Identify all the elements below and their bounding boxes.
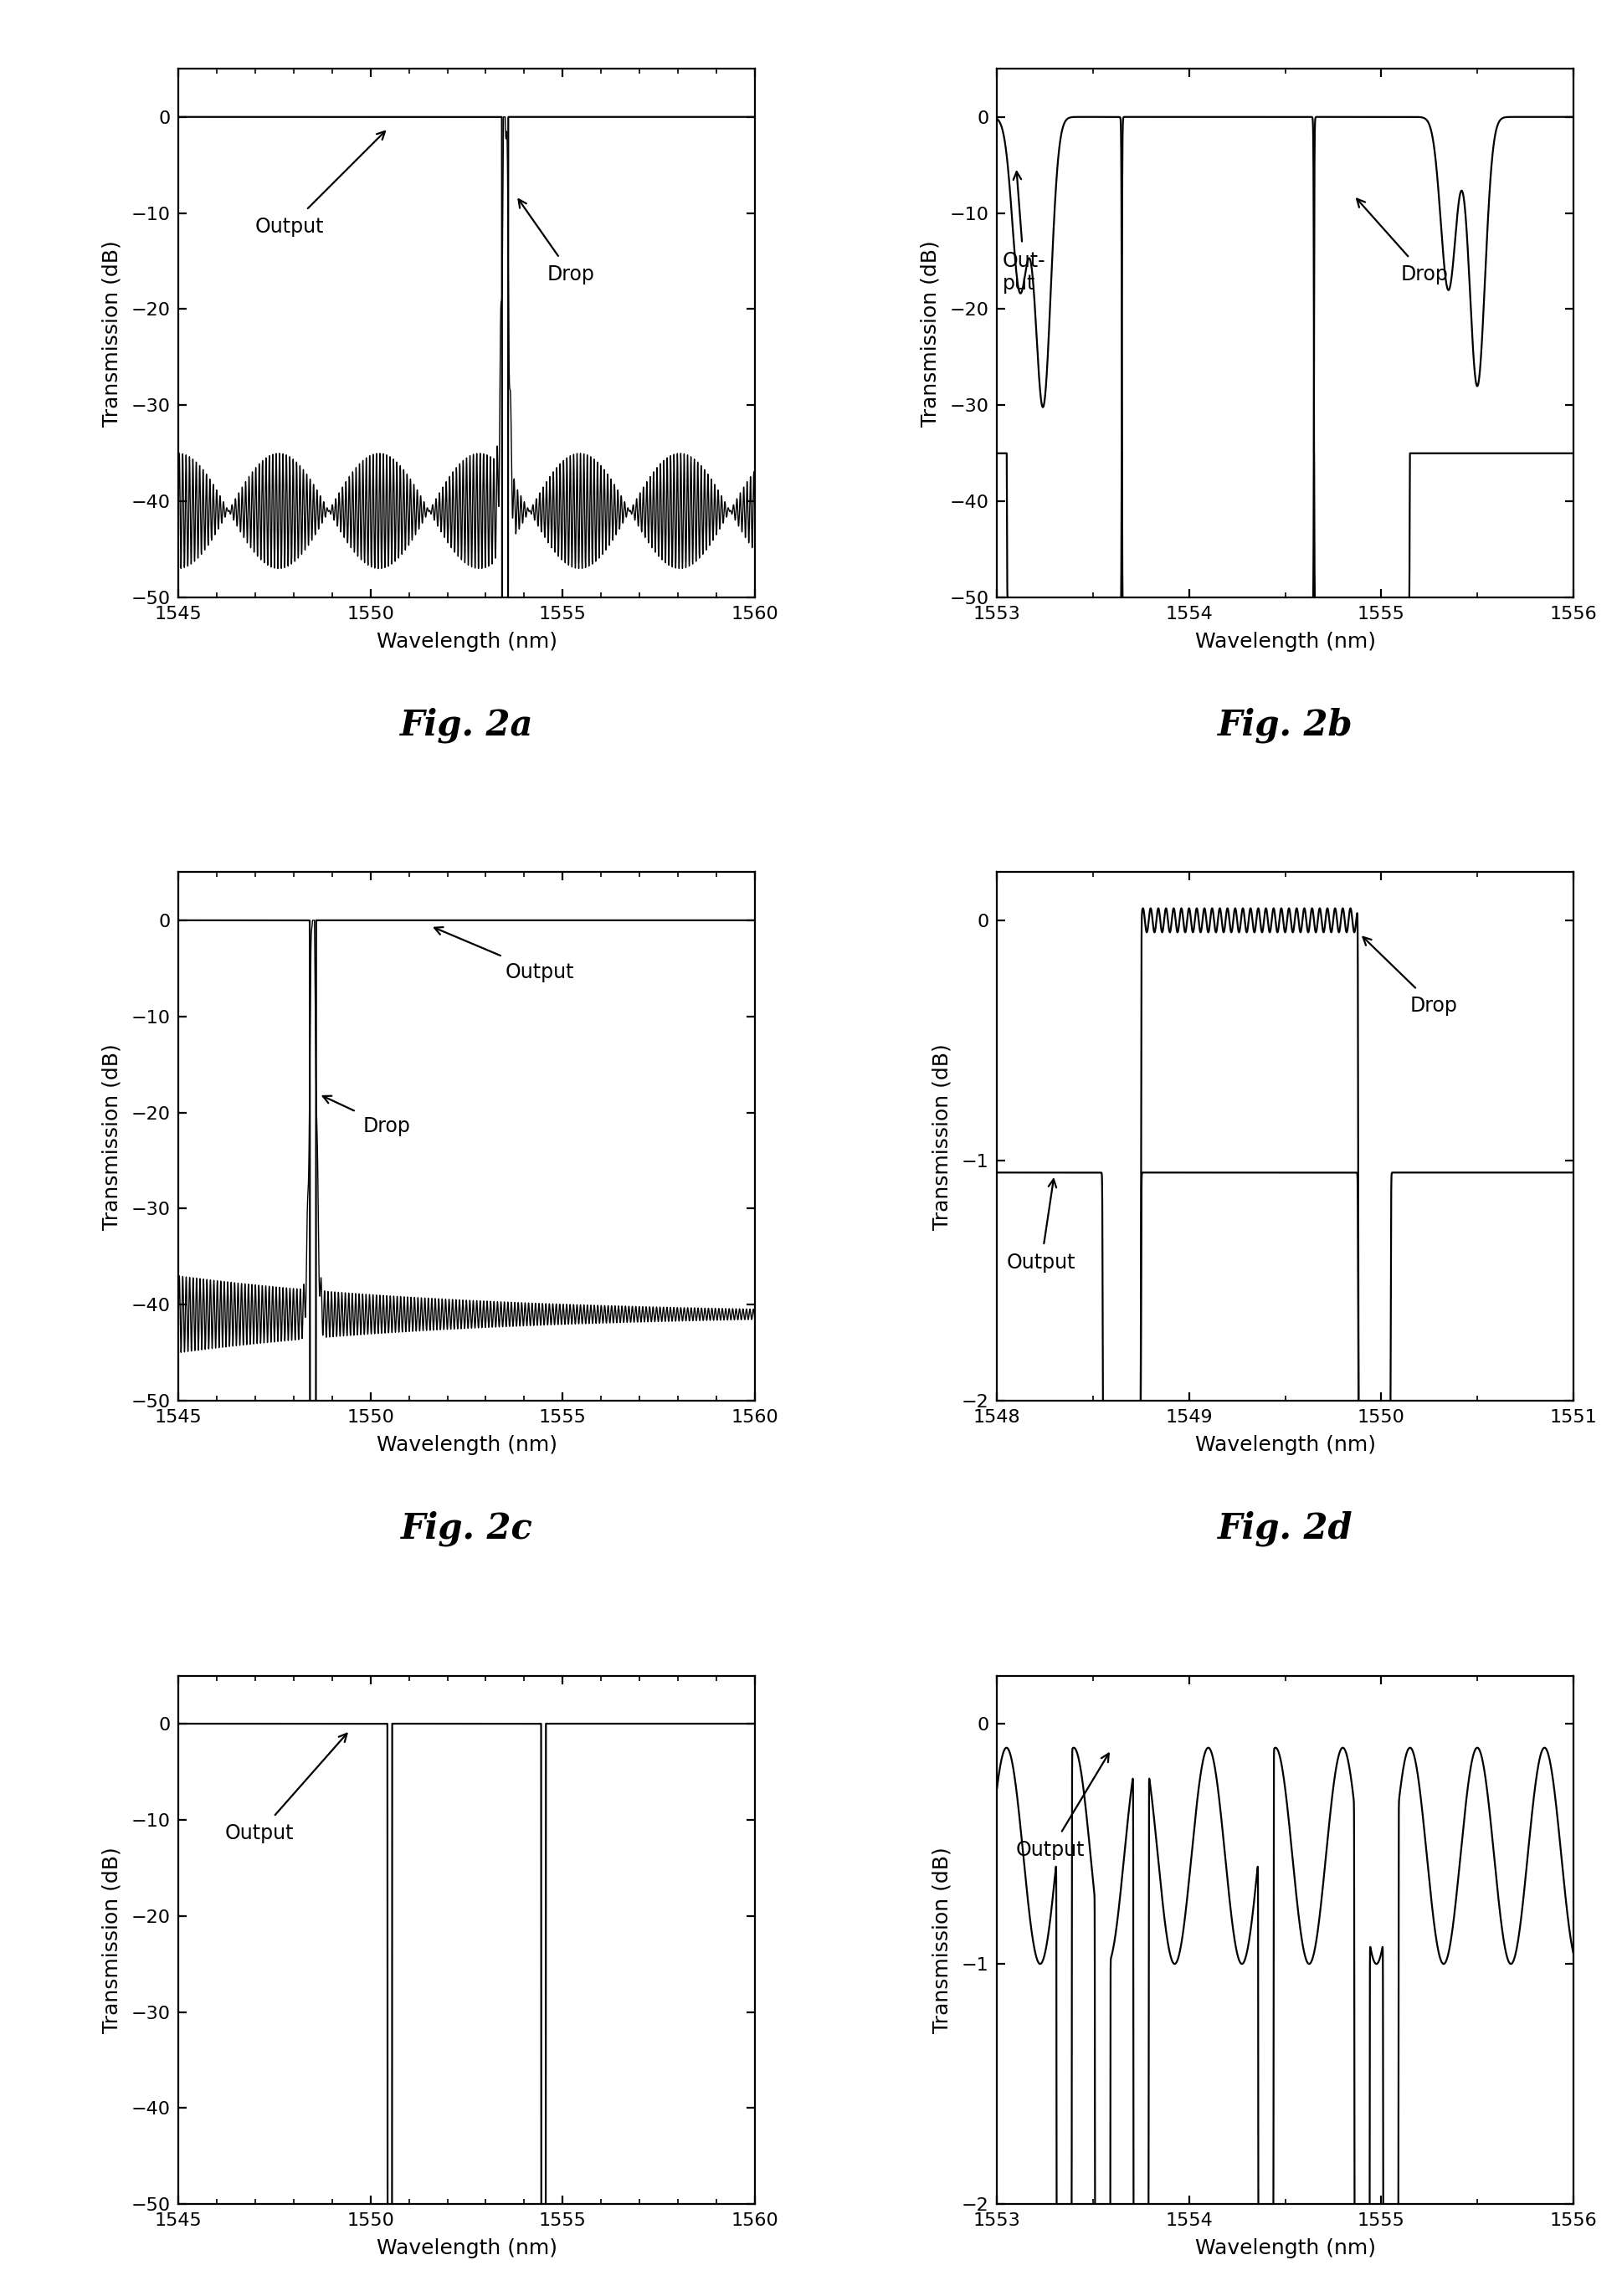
Y-axis label: Transmission (dB): Transmission (dB) xyxy=(102,241,122,427)
X-axis label: Wavelength (nm): Wavelength (nm) xyxy=(376,1435,556,1456)
Y-axis label: Transmission (dB): Transmission (dB) xyxy=(920,241,941,427)
Y-axis label: Transmission (dB): Transmission (dB) xyxy=(102,1846,122,2032)
X-axis label: Wavelength (nm): Wavelength (nm) xyxy=(1195,2239,1375,2259)
Text: Fig. 2a: Fig. 2a xyxy=(401,707,534,744)
Text: Output: Output xyxy=(1007,1180,1075,1272)
Text: Output: Output xyxy=(224,1733,347,1844)
Text: Drop: Drop xyxy=(519,200,595,285)
X-axis label: Wavelength (nm): Wavelength (nm) xyxy=(376,2239,556,2259)
Text: Output: Output xyxy=(435,928,574,983)
Text: Drop: Drop xyxy=(1362,937,1458,1015)
Text: Output: Output xyxy=(255,131,384,236)
X-axis label: Wavelength (nm): Wavelength (nm) xyxy=(1195,631,1375,652)
Text: Fig. 2d: Fig. 2d xyxy=(1218,1511,1353,1548)
Text: Out-
put: Out- put xyxy=(1002,172,1046,294)
Text: Output: Output xyxy=(1015,1754,1109,1860)
Y-axis label: Transmission (dB): Transmission (dB) xyxy=(933,1042,952,1231)
Text: Drop: Drop xyxy=(323,1095,410,1137)
X-axis label: Wavelength (nm): Wavelength (nm) xyxy=(376,631,556,652)
Text: Fig. 2b: Fig. 2b xyxy=(1218,707,1353,744)
Y-axis label: Transmission (dB): Transmission (dB) xyxy=(102,1042,122,1231)
Text: Drop: Drop xyxy=(1358,200,1448,285)
X-axis label: Wavelength (nm): Wavelength (nm) xyxy=(1195,1435,1375,1456)
Y-axis label: Transmission (dB): Transmission (dB) xyxy=(933,1846,952,2032)
Text: Fig. 2c: Fig. 2c xyxy=(401,1511,532,1548)
